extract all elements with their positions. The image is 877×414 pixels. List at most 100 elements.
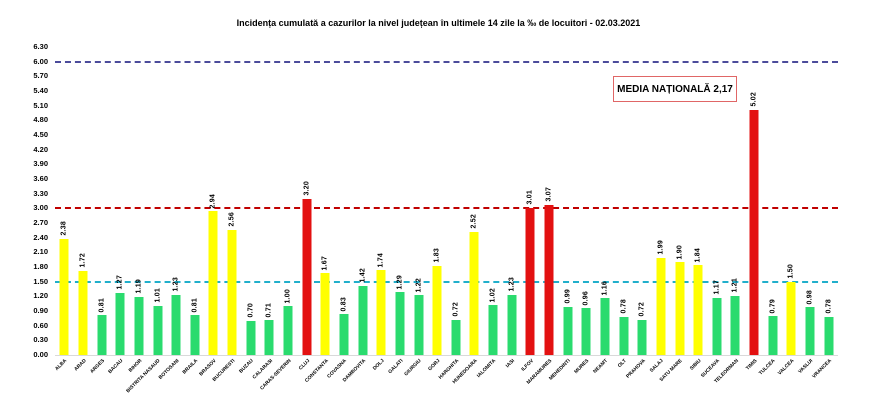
x-category-label-DOLJ: DOLJ: [371, 358, 386, 372]
x-label-slot: MARAMURES: [526, 357, 559, 412]
y-tick-label: 2.70: [33, 218, 48, 227]
x-label-slot: CLUJ: [297, 357, 316, 412]
bar-slot-CALARASI: 0.71: [260, 47, 279, 355]
x-label-slot: SATU MARE: [659, 357, 689, 412]
y-tick-label: 6.30: [33, 42, 48, 51]
bar-slot-COVASNA: 0.83: [335, 47, 354, 355]
x-label-slot: SALAJ: [649, 357, 671, 412]
bar-slot-OLT: 0.78: [614, 47, 633, 355]
bar-CARAS-SEVERIN: [283, 306, 293, 355]
y-tick-label: 0.90: [33, 306, 48, 315]
plot-area: 2.38 1.72 0.81 1.27 1.19 1.01 1.23 0.81 2.94 2.56…: [55, 47, 838, 355]
x-label-slot: GORJ: [427, 357, 447, 412]
bar-slot-IASI: 1.23: [502, 47, 521, 355]
y-tick-label: 4.20: [33, 144, 48, 154]
national-average-label: MEDIA NAȚIONALĂ 2,17: [617, 83, 733, 95]
bar-IASI: [507, 294, 517, 355]
x-label-slot: IASI: [502, 357, 521, 412]
bar-value-label-IASI: 1.23: [508, 277, 516, 292]
bar-slot-CLUJ: 3.20: [297, 47, 316, 355]
y-tick-label: 1.80: [33, 262, 48, 271]
bar-value-label-GALATI: 1.29: [396, 274, 404, 289]
bar-value-label-COVASNA: 0.83: [340, 297, 348, 312]
bar-SALAJ: [656, 257, 666, 355]
bar-slot-MEHEDINTI: 0.99: [558, 47, 577, 355]
bar-value-label-VALCEA: 1.50: [787, 264, 795, 279]
bar-DAMBOVITA: [358, 285, 368, 355]
bar-NEAMT: [600, 298, 610, 355]
x-label-slot: NEAMT: [592, 357, 615, 412]
bar-value-label-MURES: 0.96: [582, 290, 590, 306]
bar-slot-BACAU: 1.27: [111, 47, 130, 355]
x-label-slot: TIMIS: [745, 357, 764, 412]
bar-slot-TIMIS: 5.02: [745, 47, 764, 355]
bar-slot-DOLJ: 1.74: [372, 47, 391, 355]
bar-GALATI: [395, 291, 405, 355]
x-category-label-GORJ: GORJ: [427, 358, 442, 373]
bar-value-label-CLUJ: 3.20: [303, 181, 311, 196]
bar-slot-MURES: 0.96: [577, 47, 596, 355]
bar-BISTRITA NASAUD: [153, 305, 163, 355]
bar-IALOMITA: [488, 305, 498, 355]
x-label-slot: BUCURESTI: [211, 357, 242, 412]
bar-VALCEA: [786, 281, 796, 355]
bar-value-label-BACAU: 1.27: [116, 275, 124, 290]
bar-slot-BRASOV: 2.94: [204, 47, 223, 355]
x-category-label-SALAJ: SALAJ: [649, 358, 666, 374]
bar-BACAU: [115, 292, 125, 355]
bar-value-label-BIHOR: 1.19: [135, 279, 143, 294]
bar-slot-BRAILA: 0.81: [186, 47, 205, 355]
bar-value-label-NEAMT: 1.16: [601, 280, 609, 296]
bar-PRAHOVA: [637, 319, 647, 355]
bar-COVASNA: [339, 314, 349, 355]
x-category-label-ILFOV: ILFOV: [519, 358, 535, 373]
bar-BRAILA: [190, 315, 200, 355]
bar-value-label-TELEORMAN: 1.21: [731, 278, 739, 293]
x-category-label-NEAMT: NEAMT: [592, 358, 610, 375]
bar-slot-SIBIU: 1.84: [689, 47, 708, 355]
bar-value-label-SATU MARE: 1.90: [676, 244, 684, 260]
bar-ARGES: [97, 315, 107, 355]
bar-TIMIS: [749, 109, 759, 355]
bar-value-label-BUZAU: 0.70: [247, 303, 255, 318]
bar-value-label-SALAJ: 1.99: [657, 240, 665, 255]
x-label-slot: VALCEA: [777, 357, 801, 412]
x-label-slot: ALBA: [55, 357, 74, 412]
x-label-slot: GALATI: [387, 357, 410, 412]
bar-slot-ALBA: 2.38: [55, 47, 74, 355]
x-category-label-BACAU: BACAU: [107, 358, 125, 376]
bar-value-label-MEHEDINTI: 0.99: [564, 289, 572, 304]
bar-value-label-PRAHOVA: 0.72: [638, 302, 646, 317]
x-label-slot: BISTRITA NASAUD: [126, 357, 167, 412]
bar-value-label-BISTRITA NASAUD: 1.01: [154, 288, 162, 303]
x-label-slot: ARGES: [89, 357, 111, 412]
x-category-label-ARAD: ARAD: [72, 358, 88, 373]
y-tick-label: 5.10: [33, 100, 48, 110]
x-label-slot: IALOMITA: [476, 357, 503, 412]
y-tick-label: 3.00: [33, 203, 48, 213]
bar-slot-BUZAU: 0.70: [241, 47, 260, 355]
bar-slot-ARGES: 0.81: [92, 47, 111, 355]
x-axis-category-labels: ALBA ARAD ARGES BACAU BIHOR BISTRITA NASAUD BO…: [55, 357, 838, 412]
bar-slot-VASLUI: 0.98: [801, 47, 820, 355]
y-tick-label: 4.80: [33, 115, 48, 125]
bar-value-label-HARGHITA: 0.72: [452, 302, 460, 317]
x-category-label-TIMIS: TIMIS: [744, 358, 759, 372]
bar-DOLJ: [376, 269, 386, 355]
reference-line-3.00: [55, 207, 838, 210]
y-tick-label: 0.60: [33, 320, 48, 330]
bar-slot-BUCURESTI: 2.56: [223, 47, 242, 355]
x-label-slot: VASLUI: [797, 357, 820, 412]
bar-value-label-BRASOV: 2.94: [209, 193, 217, 209]
y-tick-label: 0.00: [33, 350, 48, 359]
x-category-label-CLUJ: CLUJ: [297, 358, 311, 372]
bar-value-label-CONSTANTA: 1.67: [321, 255, 329, 271]
bar-slot-HARGHITA: 0.72: [447, 47, 466, 355]
bar-value-label-BRAILA: 0.81: [191, 297, 199, 313]
bar-slot-GALATI: 1.29: [391, 47, 410, 355]
x-category-label-ARGES: ARGES: [89, 358, 106, 375]
bar-slot-GIURGIU: 1.22: [409, 47, 428, 355]
bar-BUCURESTI: [227, 229, 237, 355]
x-category-label-BIHOR: BIHOR: [127, 358, 144, 374]
bar-SIBIU: [693, 265, 703, 355]
